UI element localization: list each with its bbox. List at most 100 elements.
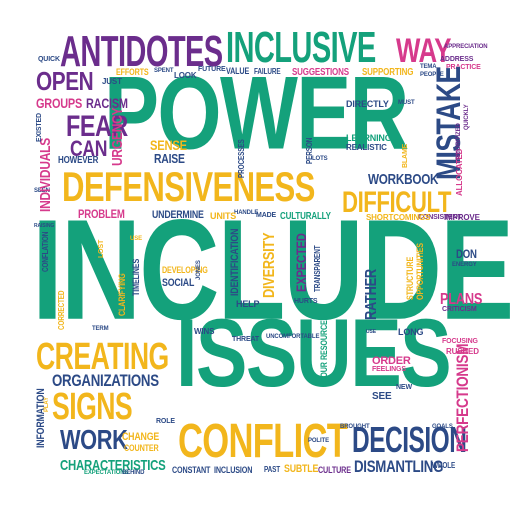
- word-raise: RAISE: [154, 151, 185, 166]
- word-antidotes: ANTIDOTES: [60, 27, 223, 76]
- word-opportunities: OPPORTUNITIES: [415, 243, 425, 300]
- word-don: DON: [456, 247, 477, 261]
- word-energy: ENERGY: [452, 262, 477, 268]
- word-conflation: CONFLATION: [41, 231, 50, 272]
- word-just: JUST: [102, 77, 122, 86]
- word-culture: CULTURE: [318, 465, 351, 475]
- word-consistent: CONSISTENT: [418, 214, 462, 221]
- word-wins: WINS: [194, 327, 215, 336]
- word-undermine: UNDERMINE: [152, 209, 204, 221]
- word-work: WORK: [60, 424, 128, 455]
- word-quick: QUICK: [38, 56, 60, 63]
- word-culturally: CULTURALLY: [280, 211, 331, 222]
- word-order: ORDER: [372, 355, 411, 367]
- word-supporting: SUPPORTING: [362, 67, 414, 78]
- word-four-resources: FOUR: [319, 362, 329, 382]
- word-use: USE: [130, 236, 142, 242]
- word-rushed: RUSHED: [446, 347, 479, 356]
- word-threat: THREAT: [232, 336, 260, 343]
- word-shortcomings: SHORTCOMINGS: [366, 213, 431, 222]
- word-role: SEEN: [34, 188, 50, 194]
- word-practice: PRACTICE: [446, 64, 481, 71]
- word-processes: PROCESSES: [237, 139, 246, 178]
- word-address: ADDRESS: [440, 56, 474, 63]
- word-characteristics: CHARACTERISTICS: [60, 457, 166, 474]
- word-groups: GROUPS: [36, 95, 83, 111]
- word-spent: HANDLE: [234, 210, 259, 216]
- word-plans: PLANS: [440, 291, 483, 308]
- word-see: SEE: [372, 391, 392, 402]
- word-constant: CONSTANT: [172, 465, 211, 475]
- word-prioritized: QUICKLY: [464, 104, 470, 130]
- word-raising: JONES: [196, 260, 202, 280]
- word-identification: IDENTIFICATION: [229, 228, 241, 296]
- word-developing: DEVELOPING: [162, 265, 208, 275]
- word-can: CAN: [70, 136, 108, 161]
- word-way: WAY: [396, 32, 451, 70]
- word-dismantling: DISMANTLING: [354, 457, 444, 476]
- word-lots: LOTS: [312, 156, 328, 162]
- word-past: PAST: [264, 465, 281, 474]
- word-whole: WHOLE: [432, 461, 456, 470]
- word-play: PLAY: [44, 397, 50, 412]
- word-racism: RACISM: [86, 95, 128, 111]
- word-goals: EXISTED: [36, 113, 43, 142]
- word-structure: STRUCTURE: [405, 256, 415, 300]
- word-quickly: LOST: [98, 239, 105, 258]
- word-protecting: EXPECTATIONS: [84, 470, 129, 476]
- word-seen: TERM: [92, 326, 109, 332]
- word-inclusive: INCLUSIVE: [226, 23, 376, 72]
- word-polite: POLITE: [308, 438, 329, 444]
- word-power: POWER: [104, 55, 409, 172]
- word-transparent: TRANSPARENT: [313, 245, 322, 292]
- word-fear: FEAR: [66, 110, 128, 143]
- word-suggestions: SUGGESTIONS: [292, 67, 349, 78]
- word-behind: APPRECIATION: [444, 44, 488, 50]
- word-efforts: EFFORTS: [116, 67, 149, 77]
- word-rather: RATHER: [363, 269, 380, 320]
- word-decision: DECISION: [352, 419, 467, 460]
- word-corrected: CORRECTED: [57, 290, 66, 330]
- word-directly: DIRECTLY: [346, 99, 389, 109]
- word-open: OPEN: [36, 66, 94, 96]
- word-long: LONG: [398, 327, 424, 337]
- word-expectations: BEHIND: [122, 470, 145, 476]
- word-focusing: FOCUSING: [442, 338, 478, 345]
- word-creating: CREATING: [36, 336, 169, 378]
- word-help: HELP: [236, 299, 260, 309]
- word-existed: RAISING: [34, 223, 55, 229]
- word-look: LOOK: [174, 71, 197, 80]
- word-units: UNITS: [210, 211, 237, 221]
- word-organizations: ORGANIZATIONS: [52, 371, 159, 390]
- word-realistic: REALISTIC: [346, 143, 387, 152]
- word-conflict: CONFLICT: [178, 415, 348, 468]
- word-appreciation: PRIORITIZED: [456, 123, 462, 160]
- word-timelines: TIMELINES: [131, 258, 141, 296]
- word-signs: SIGNS: [52, 386, 133, 428]
- word-however: HOWEVER: [58, 155, 99, 166]
- word-future: FUTURE: [198, 66, 226, 73]
- word-issues: ISSUES: [176, 299, 452, 407]
- word-criticism: CRITICISM: [442, 306, 477, 313]
- word-clarifying: CLARIFYING: [117, 273, 127, 316]
- word-improve: IMPROVE: [444, 213, 480, 222]
- word-hurts: HURTS: [294, 298, 318, 305]
- word-social: SOCIAL: [162, 277, 195, 289]
- word-perfectionism: PERFECTIONISM: [453, 343, 472, 452]
- word-expected: EXPECTED: [293, 233, 309, 292]
- word-change: CHANGE: [122, 431, 160, 443]
- word-people: TEMA: [420, 64, 437, 70]
- word-urgency: URGENCY: [109, 107, 126, 166]
- word-difficult: DIFFICULT: [342, 186, 452, 219]
- word-term: BLAME: [402, 143, 409, 168]
- word-blame: PEOPLE: [420, 72, 444, 78]
- word-made: MADE: [256, 212, 277, 219]
- word-jones: USE: [366, 329, 376, 335]
- word-individuals: INDIVIDUALS: [37, 137, 54, 212]
- word-lost: ROLE: [156, 418, 175, 425]
- word-resources: RESOURCES: [319, 315, 329, 360]
- word-sense: SENSE: [150, 137, 187, 153]
- word-brought: GOALS: [432, 424, 453, 430]
- word-tema: MUST: [398, 100, 415, 106]
